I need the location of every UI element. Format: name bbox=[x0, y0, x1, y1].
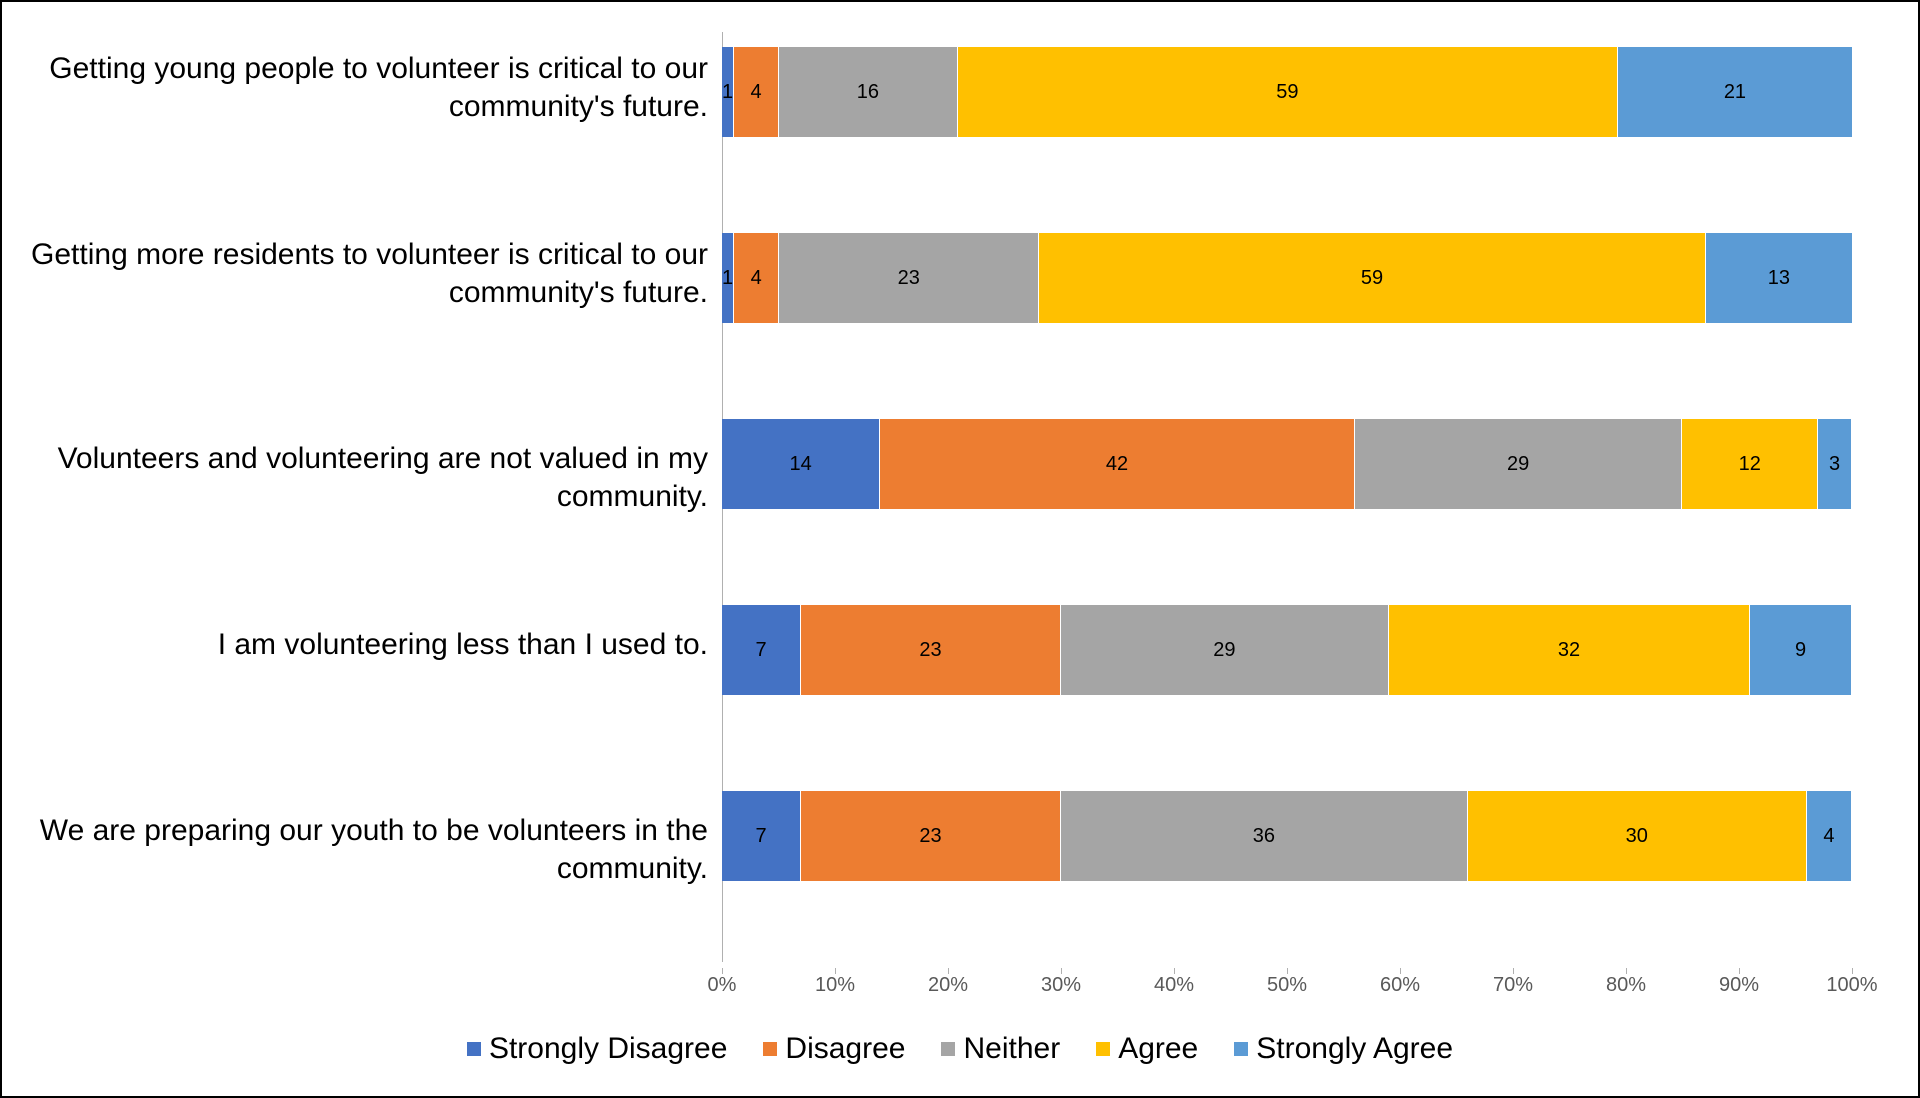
bar-segment-strongly-disagree: 14 bbox=[722, 419, 880, 509]
bar-segment-disagree: 4 bbox=[734, 47, 779, 137]
legend-item: Strongly Agree bbox=[1234, 1032, 1453, 1066]
x-tick-label: 40% bbox=[1154, 974, 1194, 997]
legend-swatch bbox=[467, 1042, 481, 1056]
x-tick-label: 10% bbox=[815, 974, 855, 997]
legend-item: Strongly Disagree bbox=[467, 1032, 727, 1066]
x-tick-label: 60% bbox=[1380, 974, 1420, 997]
bar-segment-neither: 29 bbox=[1355, 419, 1683, 509]
x-tick-label: 20% bbox=[928, 974, 968, 997]
bar-row: 1 4 16 59 21 bbox=[722, 47, 1852, 137]
legend-label: Strongly Disagree bbox=[489, 1032, 727, 1066]
bar-row: 1 4 23 59 13 bbox=[722, 233, 1852, 323]
bar-row: 7 23 36 30 4 bbox=[722, 791, 1852, 881]
category-label: I am volunteering less than I used to. bbox=[28, 626, 708, 664]
bar-segment-agree: 59 bbox=[958, 47, 1618, 137]
legend-item: Neither bbox=[941, 1032, 1060, 1066]
bar-segment-agree: 32 bbox=[1389, 605, 1751, 695]
legend-swatch bbox=[1096, 1042, 1110, 1056]
bar-segment-strongly-disagree: 1 bbox=[722, 47, 734, 137]
bar-segment-agree: 12 bbox=[1682, 419, 1818, 509]
x-tick-label: 70% bbox=[1493, 974, 1533, 997]
bar-row: 14 42 29 12 3 bbox=[722, 419, 1852, 509]
legend-label: Disagree bbox=[785, 1032, 905, 1066]
bar-row: 7 23 29 32 9 bbox=[722, 605, 1852, 695]
legend-swatch bbox=[1234, 1042, 1248, 1056]
x-tick-label: 30% bbox=[1041, 974, 1081, 997]
x-tick-label: 0% bbox=[708, 974, 737, 997]
category-label: Getting more residents to volunteer is c… bbox=[28, 236, 708, 311]
bar-segment-neither: 29 bbox=[1061, 605, 1389, 695]
category-label: We are preparing our youth to be volunte… bbox=[28, 812, 708, 887]
legend-label: Neither bbox=[963, 1032, 1060, 1066]
bar-segment-strongly-disagree: 7 bbox=[722, 605, 801, 695]
x-tick-label: 50% bbox=[1267, 974, 1307, 997]
bar-segment-agree: 59 bbox=[1039, 233, 1706, 323]
legend-swatch bbox=[763, 1042, 777, 1056]
bar-segment-disagree: 23 bbox=[801, 791, 1061, 881]
x-tick-label: 80% bbox=[1606, 974, 1646, 997]
legend-item: Agree bbox=[1096, 1032, 1198, 1066]
bar-segment-disagree: 4 bbox=[734, 233, 779, 323]
legend-swatch bbox=[941, 1042, 955, 1056]
bar-segment-strongly-agree: 21 bbox=[1618, 47, 1853, 137]
bar-segment-neither: 36 bbox=[1061, 791, 1468, 881]
legend-item: Disagree bbox=[763, 1032, 905, 1066]
bar-segment-strongly-disagree: 7 bbox=[722, 791, 801, 881]
bar-segment-strongly-agree: 3 bbox=[1818, 419, 1852, 509]
x-tick-label: 100% bbox=[1826, 974, 1877, 997]
category-label: Volunteers and volunteering are not valu… bbox=[28, 440, 708, 515]
bar-segment-disagree: 42 bbox=[880, 419, 1355, 509]
chart-container: Getting young people to volunteer is cri… bbox=[0, 0, 1920, 1098]
bar-segment-strongly-disagree: 1 bbox=[722, 233, 734, 323]
bar-segment-agree: 30 bbox=[1468, 791, 1807, 881]
x-tick-label: 90% bbox=[1719, 974, 1759, 997]
bar-segment-disagree: 23 bbox=[801, 605, 1061, 695]
bar-segment-strongly-agree: 13 bbox=[1706, 233, 1853, 323]
legend-label: Strongly Agree bbox=[1256, 1032, 1453, 1066]
bar-segment-strongly-agree: 9 bbox=[1750, 605, 1852, 695]
category-label: Getting young people to volunteer is cri… bbox=[28, 50, 708, 125]
bar-segment-neither: 16 bbox=[779, 47, 958, 137]
legend: Strongly Disagree Disagree Neither Agree… bbox=[2, 1032, 1918, 1066]
legend-label: Agree bbox=[1118, 1032, 1198, 1066]
bar-segment-neither: 23 bbox=[779, 233, 1039, 323]
bar-segment-strongly-agree: 4 bbox=[1807, 791, 1852, 881]
